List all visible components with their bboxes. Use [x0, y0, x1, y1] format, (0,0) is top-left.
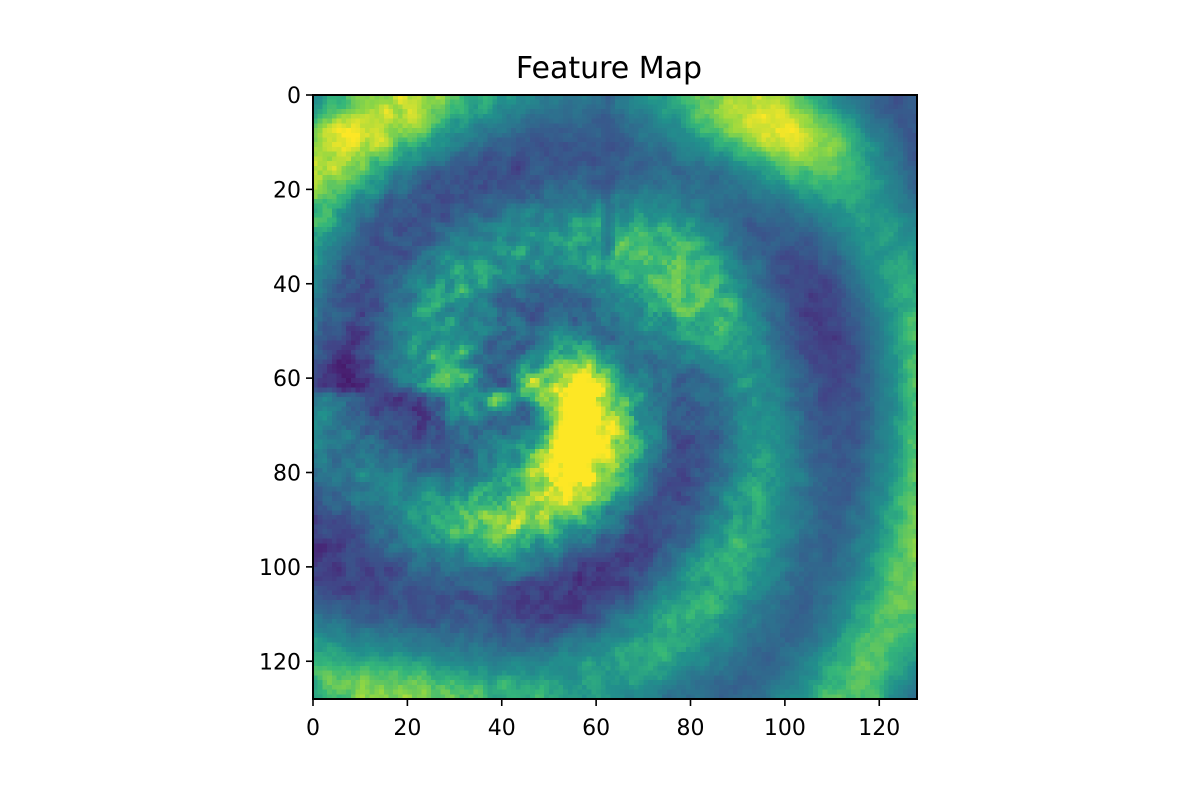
plot-area — [312, 94, 918, 700]
x-tick-label: 0 — [306, 716, 320, 741]
x-tick-label: 20 — [393, 716, 421, 741]
chart-title: Feature Map — [516, 51, 702, 86]
y-tick-label: 60 — [273, 367, 301, 392]
x-tick-label: 60 — [582, 716, 610, 741]
x-tick-label: 100 — [764, 716, 806, 741]
y-tick-label: 120 — [259, 650, 301, 675]
plot-frame — [312, 94, 918, 700]
x-tick-label: 120 — [858, 716, 900, 741]
y-tick-label: 20 — [273, 178, 301, 203]
y-tick-label: 80 — [273, 462, 301, 487]
x-tick-label: 80 — [677, 716, 705, 741]
y-tick-label: 100 — [259, 556, 301, 581]
x-tick-label: 40 — [488, 716, 516, 741]
heatmap-image — [313, 95, 917, 699]
x-axis: 0 20 40 60 80 100 120 — [306, 699, 900, 741]
y-axis: 0 20 40 60 80 100 120 — [259, 84, 313, 675]
y-tick-label: 40 — [273, 273, 301, 298]
y-tick-label: 0 — [287, 84, 301, 109]
